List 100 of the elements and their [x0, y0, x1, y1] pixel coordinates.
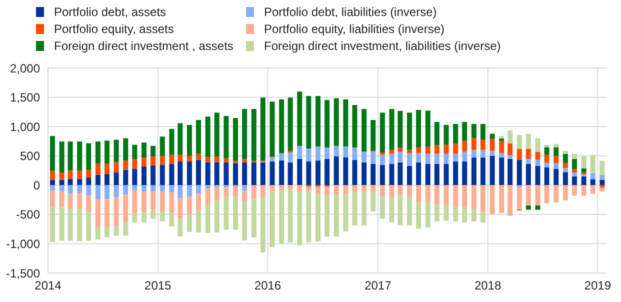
bar: [142, 158, 147, 167]
bar: [316, 160, 320, 186]
bar: [178, 198, 183, 219]
bar: [407, 112, 412, 150]
bar: [544, 147, 550, 155]
bar: [471, 124, 476, 138]
bar: [68, 209, 73, 241]
bar: [251, 109, 256, 161]
bar: [86, 185, 92, 196]
bar: [334, 194, 339, 236]
bar: [471, 158, 476, 186]
bar: [462, 140, 468, 152]
bar: [306, 96, 312, 149]
bar: [68, 142, 73, 171]
x-tick-label: 2015: [144, 278, 172, 293]
bar: [453, 124, 458, 144]
bar: [86, 212, 92, 241]
bar: [462, 152, 468, 162]
bar: [544, 168, 550, 186]
bar: [132, 213, 138, 222]
bar: [590, 185, 596, 194]
bar: [562, 185, 568, 200]
bar: [444, 164, 449, 186]
bar: [186, 156, 192, 162]
bar: [306, 186, 312, 191]
bar: [50, 170, 55, 180]
bar: [389, 154, 394, 164]
bar: [205, 162, 210, 186]
bar: [186, 124, 192, 156]
bar: [462, 185, 468, 208]
bar: [142, 191, 147, 212]
bar: [462, 162, 468, 186]
bar: [434, 164, 440, 186]
bar: [68, 170, 73, 179]
bar: [499, 153, 504, 158]
bar: [77, 178, 82, 186]
bar: [50, 207, 55, 242]
bar: [562, 168, 568, 172]
bar: [416, 162, 422, 186]
bar: [123, 222, 128, 236]
bar: [114, 140, 119, 162]
bar: [297, 92, 302, 146]
bar: [324, 158, 330, 186]
bar: [490, 138, 495, 151]
bar: [270, 102, 275, 156]
bar: [334, 185, 339, 195]
bar: [205, 188, 210, 205]
bar: [233, 118, 238, 161]
bar: [362, 109, 367, 152]
bar: [316, 96, 320, 147]
bar: [214, 112, 220, 156]
bar: [297, 146, 302, 159]
bar: [95, 200, 100, 228]
bar: [123, 185, 128, 195]
bar: [160, 136, 165, 156]
bar: [389, 164, 394, 186]
bar: [499, 136, 504, 139]
bar: [389, 197, 394, 222]
bar: [352, 104, 358, 148]
bar: [453, 154, 458, 162]
bar: [224, 158, 229, 163]
bar: [132, 168, 138, 186]
bar: [270, 191, 275, 248]
bar: [444, 185, 449, 206]
bar: [59, 172, 64, 180]
bar: [535, 160, 540, 166]
bar: [86, 196, 92, 212]
bar: [86, 170, 92, 178]
bar: [260, 162, 266, 186]
bar: [407, 153, 412, 166]
bar: [270, 162, 275, 186]
bar: [343, 194, 348, 232]
bar: [214, 156, 220, 162]
bar: [600, 180, 605, 186]
bar: [499, 158, 504, 186]
bar: [581, 185, 586, 196]
bar: [242, 158, 248, 163]
bar: [471, 150, 476, 158]
bar: [535, 185, 540, 206]
bar: [132, 159, 138, 169]
bar: [306, 190, 312, 242]
bar: [362, 162, 367, 186]
bar: [316, 194, 320, 242]
bar: [297, 191, 302, 246]
bar: [462, 122, 468, 141]
bar: [205, 116, 210, 158]
bar: [352, 192, 358, 226]
bar: [352, 185, 358, 192]
bar: [169, 213, 174, 226]
bar: [288, 152, 293, 163]
bar: [224, 116, 229, 158]
bar: [370, 152, 376, 164]
bar: [279, 99, 284, 154]
bar: [416, 110, 422, 148]
bar: [50, 136, 55, 171]
bar: [508, 185, 513, 216]
bar: [279, 153, 284, 161]
bar: [444, 124, 449, 145]
bar: [77, 193, 82, 209]
bar: [68, 194, 73, 210]
